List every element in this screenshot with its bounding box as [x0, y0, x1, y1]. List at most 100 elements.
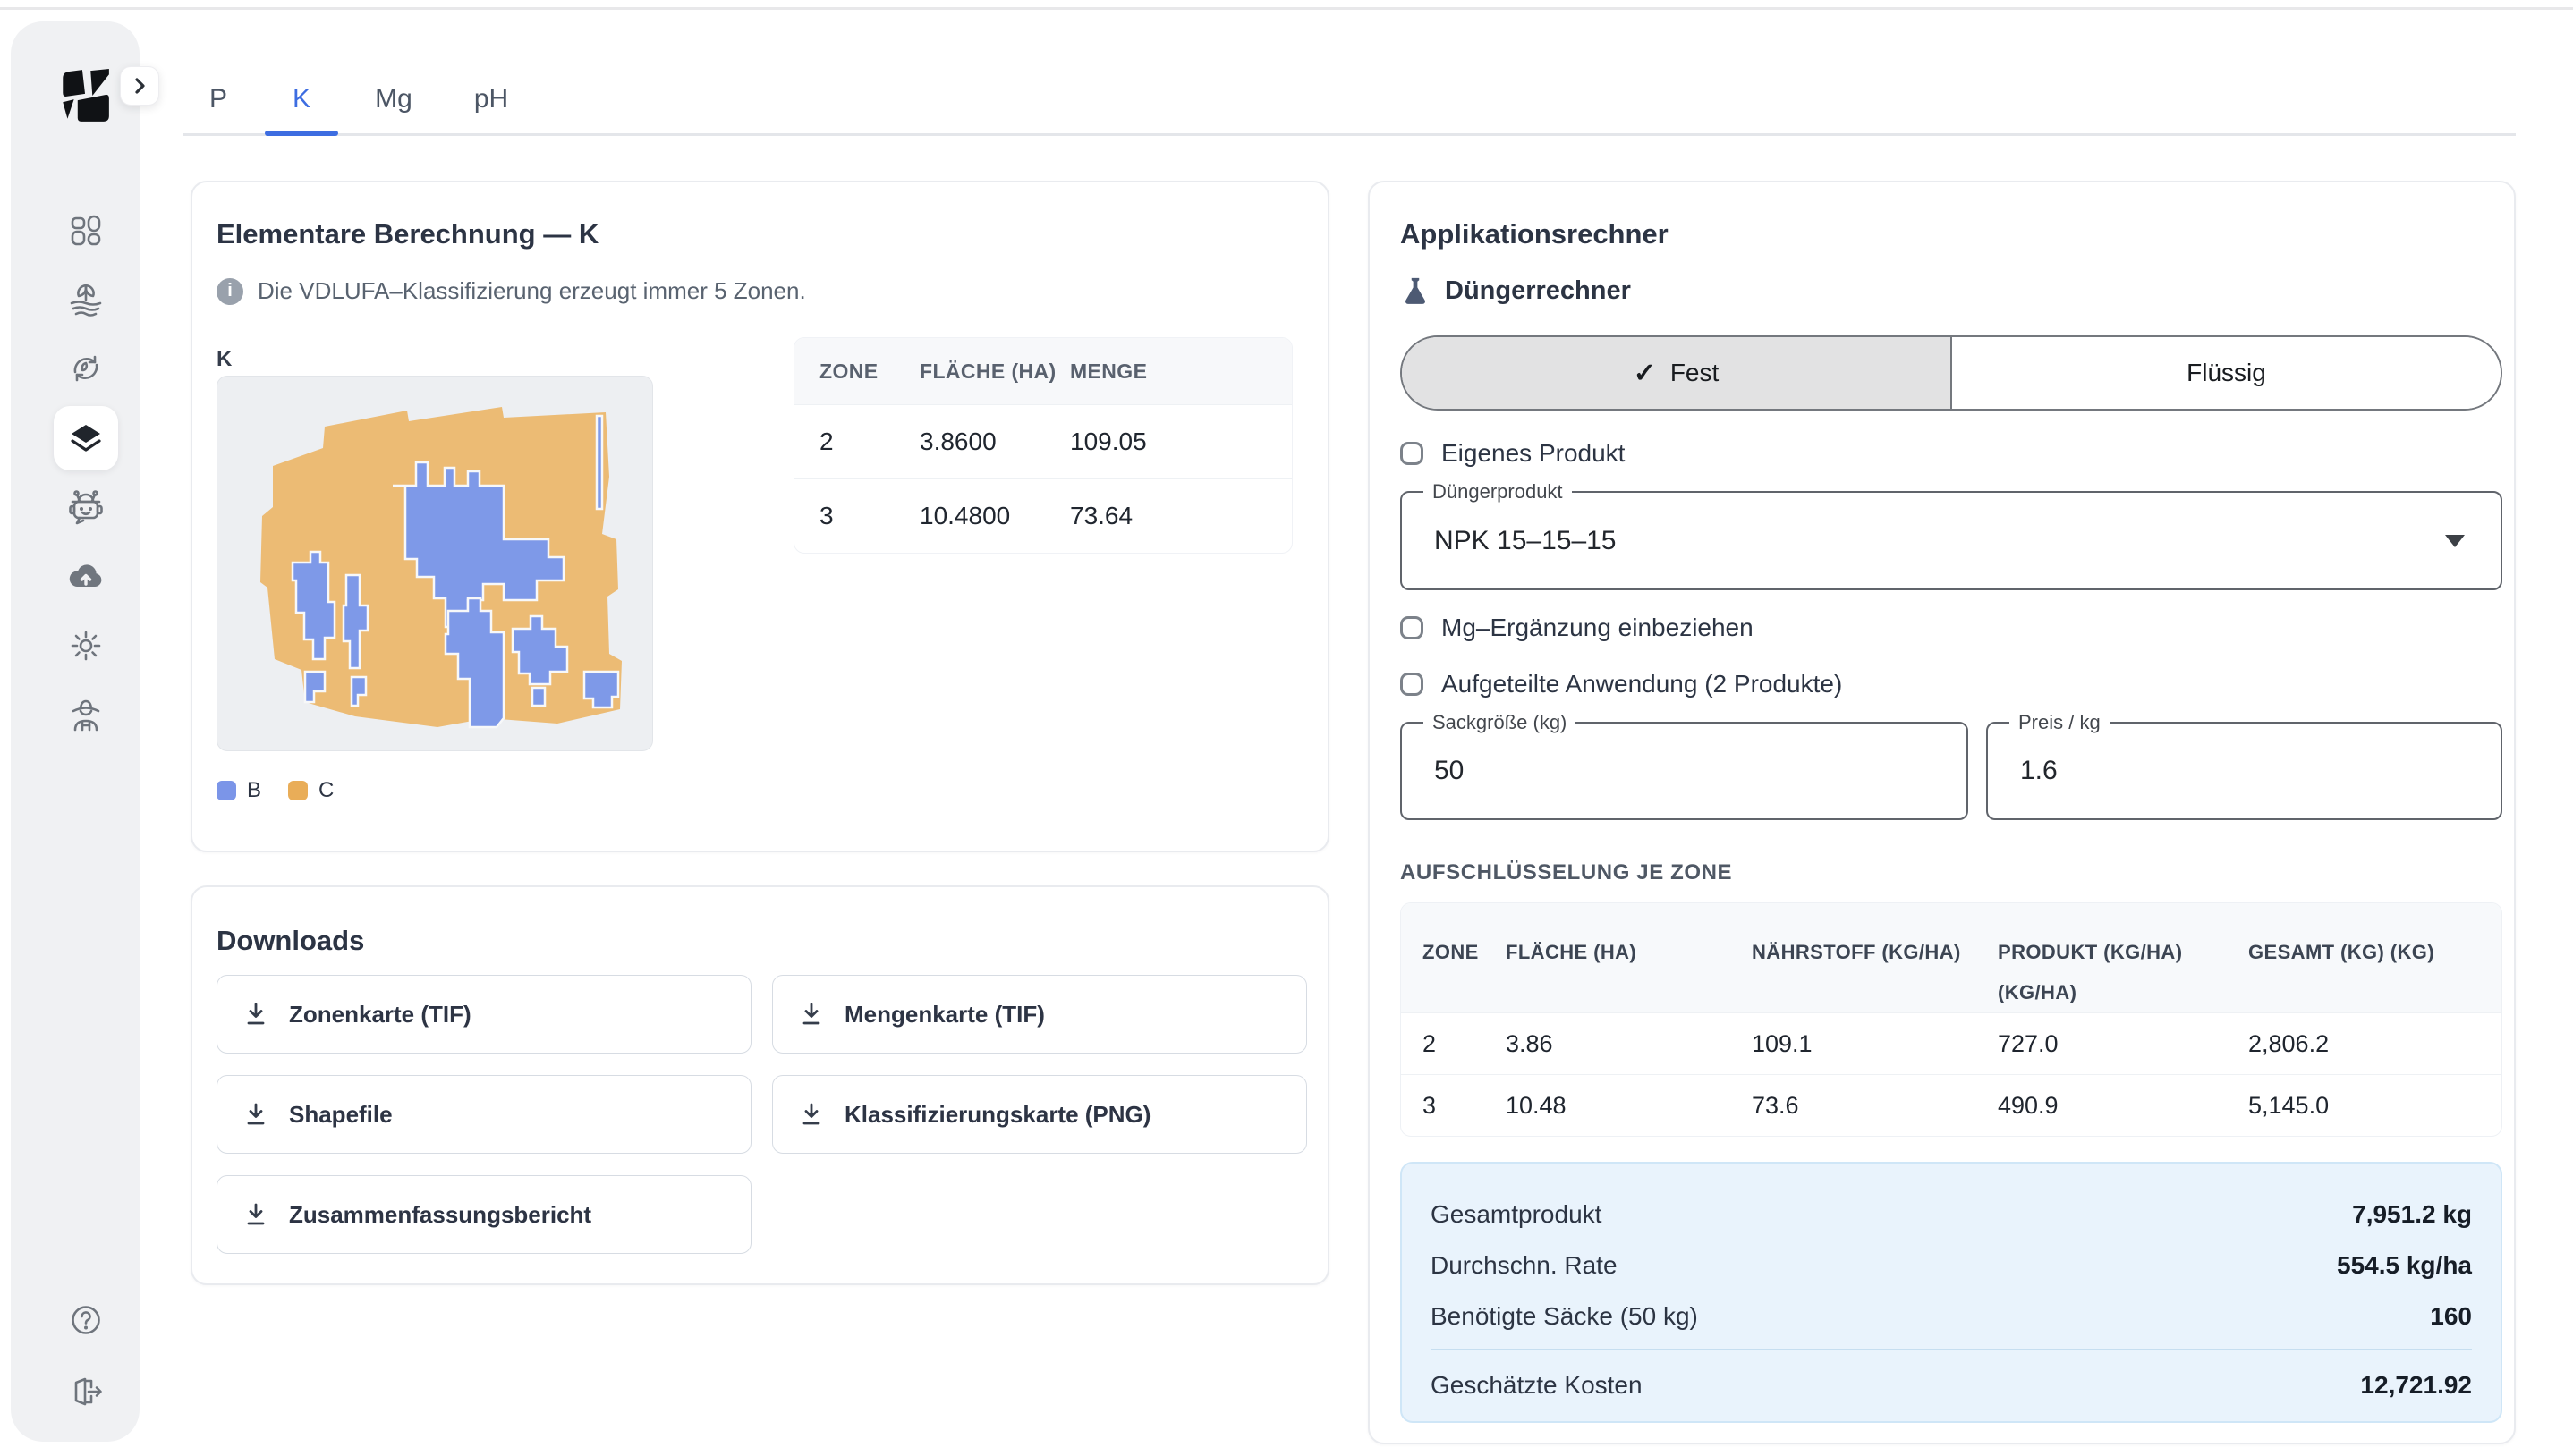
- legend-item-b: B: [217, 778, 261, 803]
- breakdown-table: ZONE FLÄCHE (HA) NÄHRSTOFF (KG/HA) PRODU…: [1400, 902, 2502, 1137]
- bag-size-input[interactable]: Sackgröße (kg) 50: [1400, 709, 1968, 820]
- sidebar-item-crops[interactable]: [66, 279, 106, 318]
- own-product-row: Eigenes Produkt: [1400, 438, 1625, 469]
- chevron-right-icon: [135, 78, 145, 94]
- summary-row-estimated-cost: Geschätzte Kosten 12,721.92: [1431, 1371, 2472, 1399]
- price-per-kg-input[interactable]: Preis / kg 1.6: [1986, 709, 2502, 820]
- mode-fluessig-label: Flüssig: [2187, 359, 2266, 386]
- info-icon: i: [217, 277, 243, 305]
- map-legend: B C: [217, 778, 334, 803]
- own-product-label: Eigenes Produkt: [1441, 439, 1626, 467]
- tab-mg[interactable]: Mg: [375, 84, 412, 114]
- help-icon: [72, 1306, 100, 1334]
- download-mengenkarte-button[interactable]: Mengenkarte (TIF): [772, 975, 1307, 1054]
- product-select-label: Düngerprodukt: [1423, 478, 1572, 505]
- tabs-divider: [183, 133, 2516, 136]
- dropdown-caret-icon: [2445, 534, 2465, 547]
- download-icon: [802, 1103, 820, 1125]
- sprout-field-icon: [70, 284, 102, 317]
- top-divider: [0, 7, 2573, 10]
- application-calculator-card: Applikationsrechner Düngerrechner ✓ Fest…: [1368, 181, 2516, 1444]
- col-flaeche: FLÄCHE (HA): [920, 359, 1057, 383]
- mode-toggle: ✓ Fest Flüssig: [1400, 335, 2502, 411]
- sidebar: [11, 21, 140, 1442]
- dashboard-grid-icon: [71, 215, 101, 246]
- elemental-calculation-card: Elementare Berechnung — K i Die VDLUFA–K…: [191, 181, 1329, 852]
- own-product-checkbox[interactable]: [1400, 442, 1423, 465]
- split-application-row: Aufgeteilte Anwendung (2 Produkte): [1400, 669, 1842, 699]
- fertilizer-calculator-section-header: Düngerrechner: [1400, 275, 1631, 306]
- legend-swatch-c: [288, 781, 309, 800]
- cloud-upload-icon: [69, 564, 102, 587]
- flask-icon: [1405, 277, 1426, 304]
- split-application-checkbox[interactable]: [1400, 673, 1423, 696]
- table-row: 2 3.8600 109.05: [794, 404, 1292, 478]
- legend-item-c: C: [288, 778, 334, 803]
- price-per-kg-label: Preis / kg: [2009, 709, 2110, 736]
- info-banner: i Die VDLUFA–Klassifizierung erzeugt imm…: [217, 277, 806, 305]
- zone-map: [260, 407, 622, 729]
- mode-fest-label: Fest: [1669, 359, 1720, 386]
- zone-map-container: [217, 376, 653, 751]
- mode-fest-button[interactable]: ✓ Fest: [1402, 337, 1952, 409]
- legend-swatch-b: [217, 781, 236, 800]
- active-tab-underline: [265, 131, 338, 136]
- sidebar-item-rotation[interactable]: [66, 349, 106, 388]
- sidebar-item-assistant[interactable]: [66, 487, 106, 527]
- sidebar-item-farmer[interactable]: [66, 695, 106, 734]
- sidebar-item-brightness[interactable]: [66, 626, 106, 665]
- download-zonenkarte-button[interactable]: Zonenkarte (TIF): [217, 975, 752, 1054]
- sidebar-expand-button[interactable]: [120, 66, 159, 106]
- mode-fluessig-button[interactable]: Flüssig: [1952, 337, 2501, 409]
- download-klassifizierungskarte-button[interactable]: Klassifizierungskarte (PNG): [772, 1075, 1307, 1154]
- split-application-label: Aufgeteilte Anwendung (2 Produkte): [1441, 670, 1843, 698]
- sidebar-item-help[interactable]: [66, 1300, 106, 1340]
- calculator-title: Applikationsrechner: [1400, 218, 1669, 250]
- summary-row-bags-needed: Benötigte Säcke (50 kg) 160: [1431, 1301, 2472, 1330]
- price-per-kg-value: 1.6: [2020, 756, 2058, 785]
- product-select[interactable]: Düngerprodukt NPK 15–15–15: [1400, 478, 2502, 590]
- tab-p[interactable]: P: [208, 84, 228, 114]
- download-zusammenfassungsbericht-button[interactable]: Zusammenfassungsbericht: [217, 1175, 752, 1254]
- downloads-title: Downloads: [217, 925, 365, 956]
- tab-k[interactable]: K: [292, 84, 311, 114]
- zone-table: ZONE FLÄCHE (HA) MENGE 2 3.8600 109.05 3…: [794, 337, 1293, 554]
- bag-size-label: Sackgröße (kg): [1423, 709, 1576, 736]
- logout-icon: [74, 1377, 102, 1406]
- sidebar-item-dashboard[interactable]: [66, 210, 106, 250]
- summary-row-total-product: Gesamtprodukt 7,951.2 kg: [1431, 1199, 2472, 1228]
- download-icon: [802, 1003, 820, 1025]
- tab-ph[interactable]: pH: [473, 84, 509, 114]
- info-text: Die VDLUFA–Klassifizierung erzeugt immer…: [258, 277, 806, 304]
- product-select-value: NPK 15–15–15: [1434, 525, 1617, 555]
- downloads-card: Downloads Zonenkarte (TIF) Mengenkarte (…: [191, 885, 1329, 1285]
- table-row: 3 10.48 73.6 490.9 5,145.0: [1401, 1074, 2501, 1136]
- layers-icon: [71, 425, 101, 452]
- mg-supplement-label: Mg–Ergänzung einbeziehen: [1441, 614, 1754, 641]
- mg-supplement-checkbox[interactable]: [1400, 616, 1423, 639]
- legend-label-c: C: [318, 778, 335, 802]
- card-title: Elementare Berechnung — K: [217, 218, 599, 250]
- app-logo: [63, 69, 109, 122]
- breakdown-table-header: ZONE FLÄCHE (HA) NÄHRSTOFF (KG/HA) PRODU…: [1401, 903, 2501, 1012]
- map-label: K: [217, 347, 233, 371]
- bag-size-value: 50: [1434, 756, 1465, 785]
- download-icon: [247, 1103, 265, 1125]
- check-icon: ✓: [1633, 358, 1656, 388]
- zone-table-header: ZONE FLÄCHE (HA) MENGE: [794, 338, 1292, 404]
- table-row: 3 10.4800 73.64: [794, 478, 1292, 553]
- farmer-icon: [72, 699, 100, 732]
- mg-supplement-row: Mg–Ergänzung einbeziehen: [1400, 613, 1754, 643]
- table-row: 2 3.86 109.1 727.0 2,806.2: [1401, 1012, 2501, 1074]
- breakdown-title: AUFSCHLÜSSELUNG JE ZONE: [1400, 860, 1733, 885]
- col-menge: MENGE: [1070, 359, 1148, 383]
- robot-icon: [69, 490, 103, 525]
- download-icon: [247, 1003, 265, 1025]
- download-icon: [247, 1203, 265, 1225]
- sidebar-item-upload[interactable]: [66, 557, 106, 597]
- sidebar-item-layers-active[interactable]: [54, 406, 118, 470]
- summary-divider: [1431, 1349, 2472, 1350]
- sidebar-item-logout[interactable]: [66, 1372, 106, 1411]
- download-shapefile-button[interactable]: Shapefile: [217, 1075, 752, 1154]
- crop-rotation-icon: [73, 355, 98, 382]
